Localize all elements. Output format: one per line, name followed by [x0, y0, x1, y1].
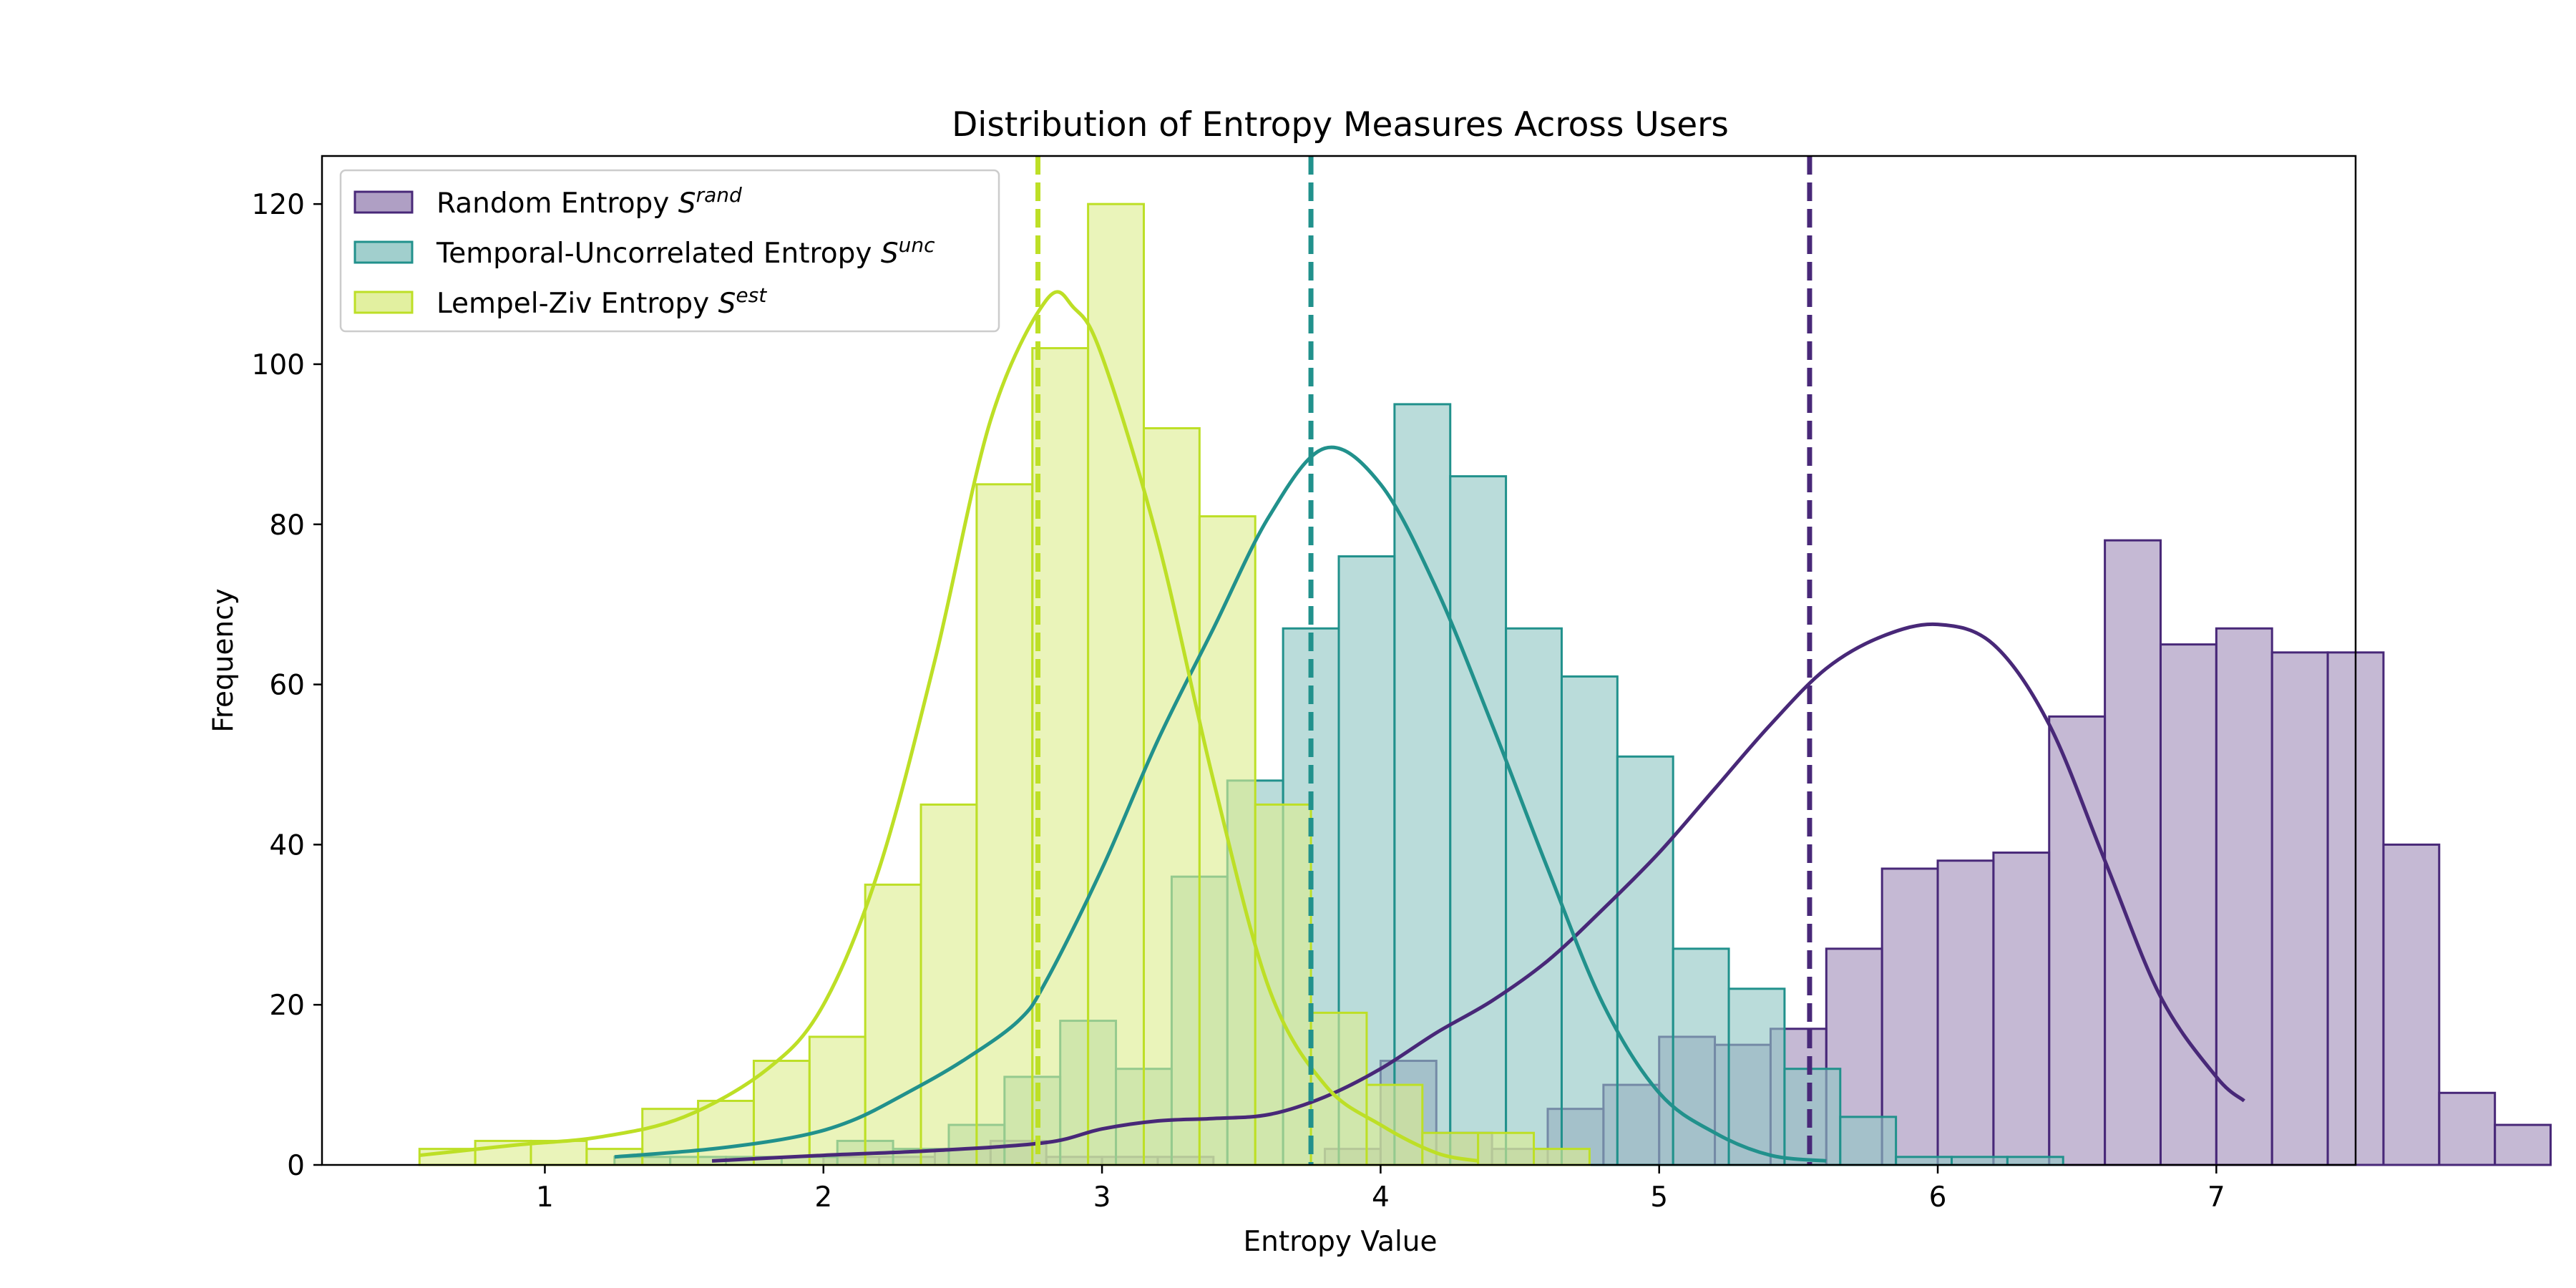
legend-swatch: [353, 240, 414, 264]
histogram-bar: [919, 803, 978, 1166]
x-tick-label: 5: [1650, 1181, 1668, 1214]
histogram-bar: [1783, 1068, 1842, 1166]
y-axis: 0 20 40 60 80 100 120: [252, 189, 322, 1182]
chart-title: Distribution of Entropy Measures Across …: [952, 105, 1729, 145]
histogram-bar: [1031, 347, 1090, 1166]
legend-box: [339, 169, 1000, 333]
histogram-bar: [1839, 1116, 1898, 1166]
x-tick-label: 7: [2207, 1181, 2225, 1214]
x-tick-label: 6: [1929, 1181, 1947, 1214]
y-tick-label: 60: [269, 670, 305, 702]
x-axis-label: Entropy Value: [1243, 1226, 1437, 1258]
y-tick-label: 120: [252, 189, 305, 221]
histogram-bar: [1895, 1156, 1953, 1166]
x-tick-label: 3: [1093, 1181, 1111, 1214]
plot-frame: [321, 155, 2357, 1166]
x-axis: 1 2 3 4 5 6 7: [536, 1165, 2225, 1214]
kde-curve-lempel-ziv-entropy: [419, 290, 1479, 1163]
histogram-bar: [1365, 1083, 1424, 1166]
histogram-bar: [975, 483, 1034, 1166]
histogram-bar: [1672, 947, 1730, 1166]
histogram-bar: [808, 1035, 867, 1166]
histogram-bar: [752, 1060, 811, 1166]
histogram-bar: [1505, 627, 1563, 1166]
y-tick-label: 20: [269, 990, 305, 1022]
histogram-bar: [1950, 1156, 2009, 1166]
histogram-bar: [1449, 475, 1508, 1166]
legend: Random Entropy Srand Temporal-Uncorrelate…: [339, 169, 1000, 333]
histogram-bar: [1533, 1148, 1591, 1166]
x-tick-label: 4: [1372, 1181, 1390, 1214]
legend-swatch: [353, 291, 414, 314]
y-axis-label: Frequency: [208, 588, 240, 732]
histogram-bar: [1880, 867, 1939, 1166]
y-tick-label: 0: [287, 1150, 305, 1182]
histogram-bar: [2494, 1123, 2552, 1166]
histogram-bar: [2104, 539, 2162, 1166]
y-tick-label: 80: [269, 509, 305, 542]
legend-label-random-entropy: Random Entropy Srand: [436, 183, 742, 220]
legend-label-temporal-uncorrelated-entropy: Temporal-Uncorrelated Entropy Sunc: [436, 233, 935, 270]
y-tick-label: 40: [269, 829, 305, 862]
histogram-bar: [1992, 852, 2051, 1166]
histogram-bar: [2270, 651, 2329, 1166]
histogram-bar: [2382, 843, 2441, 1166]
histogram-bar: [1616, 755, 1674, 1166]
kde-curve-temporal-uncorrelated-entropy: [614, 445, 1827, 1163]
histogram-bar: [1936, 859, 1995, 1166]
kde-curve-random-entropy: [711, 622, 2245, 1163]
histogram-bar: [641, 1108, 700, 1166]
x-tick-label: 2: [814, 1181, 832, 1214]
histogram-bar: [1393, 403, 1452, 1166]
histogram-bar: [1727, 987, 1786, 1166]
histogram-bar: [2006, 1156, 2064, 1166]
histogram-bar: [1087, 203, 1145, 1166]
histogram-bar: [864, 883, 922, 1166]
histogram-bar: [697, 1099, 755, 1166]
x-tick-label: 1: [536, 1181, 554, 1214]
histogram-bar: [2438, 1091, 2497, 1166]
histogram-bar: [1477, 1131, 1536, 1166]
histogram-bar: [2159, 643, 2218, 1166]
y-tick-label: 100: [252, 349, 305, 381]
legend-swatch: [353, 190, 414, 214]
legend-label-lempel-ziv-entropy: Lempel-Ziv Entropy Sest: [436, 283, 767, 320]
histogram-bar: [2048, 715, 2107, 1166]
histogram-bar: [1142, 426, 1201, 1166]
